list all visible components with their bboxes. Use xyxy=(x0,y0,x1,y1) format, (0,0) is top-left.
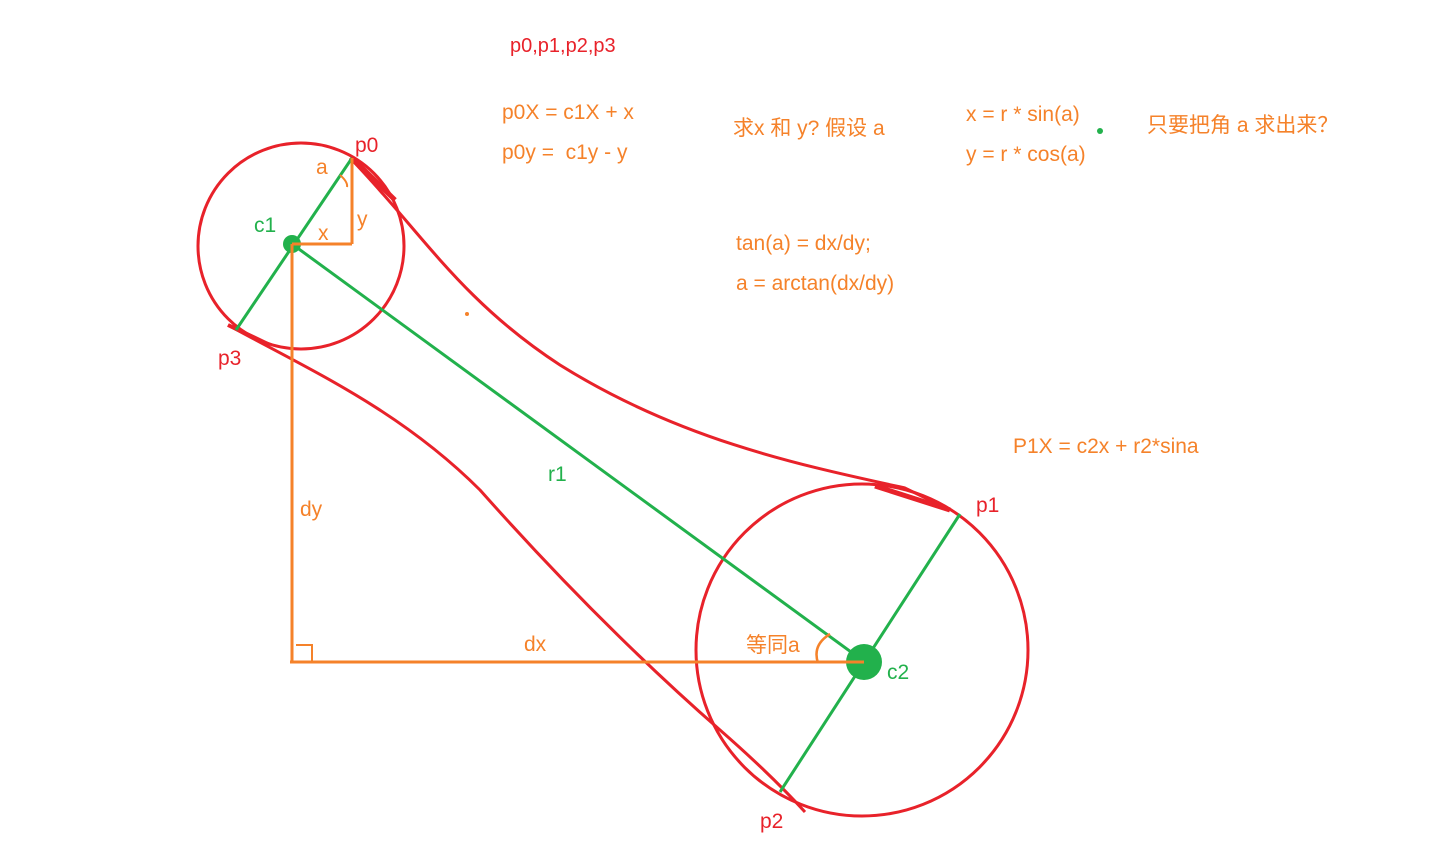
question-text: 求x 和 y? 假设 a xyxy=(733,117,885,140)
label-same-angle: 等同a xyxy=(746,634,800,657)
formula-p1x: P1X = c2x + r2*sina xyxy=(1013,435,1199,458)
label-dx: dx xyxy=(524,633,547,656)
label-c2: c2 xyxy=(887,661,909,684)
angle-arc-a xyxy=(339,174,349,188)
circle-c1 xyxy=(196,141,406,351)
label-p0: p0 xyxy=(355,134,378,157)
label-y: y xyxy=(357,208,368,231)
formula-x: x = r * sin(a) xyxy=(966,103,1080,126)
formula-y: y = r * cos(a) xyxy=(966,143,1086,166)
stray-dot-orange xyxy=(465,312,469,316)
label-x: x xyxy=(318,222,329,245)
lower-curve-thick-start xyxy=(227,323,271,347)
label-p3: p3 xyxy=(218,347,241,370)
formula-arctan: a = arctan(dx/dy) xyxy=(736,272,894,295)
stray-dot-green xyxy=(1097,128,1103,134)
points-list: p0,p1,p2,p3 xyxy=(510,35,616,57)
label-r1: r1 xyxy=(548,463,567,486)
label-p1: p1 xyxy=(976,494,999,517)
center-line-r1 xyxy=(291,242,863,662)
label-a: a xyxy=(316,156,328,179)
label-p2: p2 xyxy=(760,810,783,833)
formula-tan: tan(a) = dx/dy; xyxy=(736,232,871,255)
upper-curve-thick-start xyxy=(350,156,397,202)
lower-connecting-curve xyxy=(227,323,807,814)
upper-connecting-curve xyxy=(348,156,951,512)
label-c1: c1 xyxy=(254,214,276,237)
goal-text: 只要把角 a 求出来？ xyxy=(1147,114,1338,137)
right-angle-marker xyxy=(296,644,313,662)
circle-c2 xyxy=(694,482,1030,818)
formula-p0x: p0X = c1X + x xyxy=(502,101,634,124)
label-dy: dy xyxy=(300,498,323,521)
upper-curve-thick-end xyxy=(874,483,951,513)
angle-arc-same-a xyxy=(815,632,831,664)
formula-p0y: p0y = c1y - y xyxy=(502,141,628,164)
